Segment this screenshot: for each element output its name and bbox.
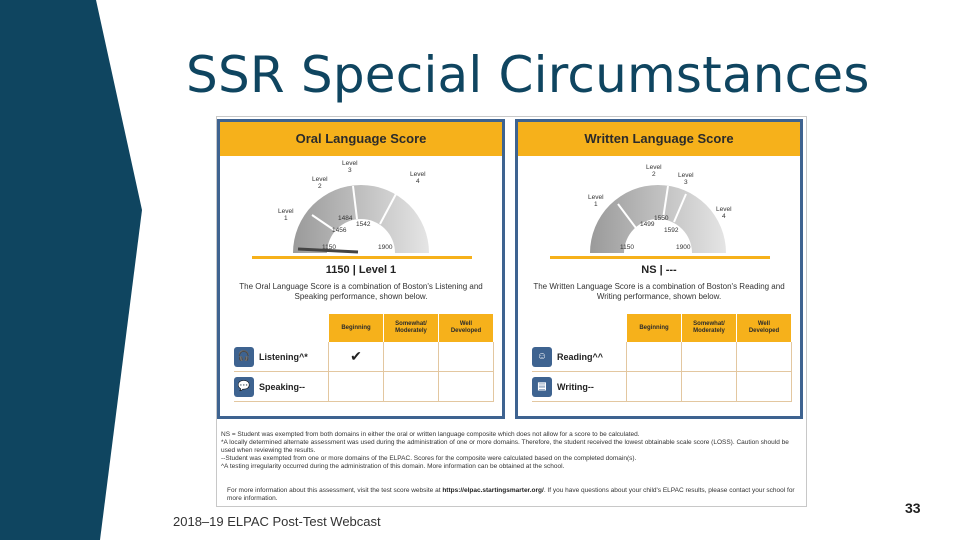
col-somewhat: Somewhat/ Moderately [682, 314, 737, 342]
written-tick: 1499 [640, 221, 655, 228]
row-label: Reading^^ [557, 351, 604, 362]
written-gauge: Level 1 Level 2 Level 3 Level 4 1550 149… [518, 158, 800, 258]
written-language-panel: Written Language Score Level 1 Level 2 L… [515, 119, 803, 419]
written-score-value: NS [641, 264, 657, 276]
col-well-developed: Well Developed [737, 314, 792, 342]
written-level-3-label: Level 3 [678, 172, 694, 186]
col-beginning: Beginning [329, 314, 384, 342]
grid-cell [439, 372, 494, 401]
grid-cell [384, 372, 439, 401]
grid-cell [737, 372, 792, 401]
oral-score-level: Level 1 [358, 264, 397, 276]
written-gauge-arc [590, 185, 726, 253]
oral-domain-grid: Beginning Somewhat/ Moderately Well Deve… [234, 314, 494, 402]
oral-tick-min: 1150 [322, 244, 336, 251]
written-level-1-label: Level 1 [588, 194, 604, 208]
table-row: ▤ Writing-- [532, 372, 792, 402]
grid-cell [384, 342, 439, 371]
row-label: Speaking-- [259, 381, 306, 392]
grid-cell [627, 342, 682, 371]
oral-tick-max: 1900 [378, 244, 393, 251]
reader-icon: ☺ [532, 346, 552, 367]
score-separator: | [659, 264, 663, 276]
written-level-4-label: Level 4 [716, 206, 732, 220]
grid-cell [682, 372, 737, 401]
oral-tick: 1542 [356, 221, 371, 228]
oral-score: 1150 | Level 1 [220, 264, 502, 276]
oral-tick: 1484 [338, 215, 353, 222]
page-number: 33 [905, 500, 921, 516]
grid-cell [737, 342, 792, 371]
more-info-suffix: . If you have questions about your child… [227, 487, 795, 502]
table-row: ☺ Reading^^ [532, 342, 792, 372]
table-row: 🎧 Listening^* ✔ [234, 342, 494, 372]
written-tick-min: 1150 [620, 244, 634, 251]
grid-cell [439, 342, 494, 371]
col-somewhat: Somewhat/ Moderately [384, 314, 439, 342]
grid-cell [627, 372, 682, 401]
footnote: NS = Student was exempted from both doma… [221, 431, 640, 438]
oral-score-value: 1150 [325, 264, 350, 276]
oral-description: The Oral Language Score is a combination… [239, 282, 483, 301]
more-info-prefix: For more information about this assessme… [227, 487, 443, 494]
score-separator: | [352, 264, 356, 276]
table-row: 💬 Speaking-- [234, 372, 494, 402]
footnote: *A locally determined alternate assessme… [221, 439, 789, 454]
written-tick-max: 1900 [676, 244, 691, 251]
speech-bubble-icon: 💬 [234, 376, 254, 397]
slide-footer: 2018–19 ELPAC Post-Test Webcast [173, 514, 381, 529]
oral-tick: 1456 [332, 227, 347, 234]
score-report-image: Oral Language Score Level 1 Level 2 Leve… [216, 116, 807, 507]
written-panel-header: Written Language Score [518, 122, 800, 156]
grid-cell [682, 342, 737, 371]
oral-gauge: Level 1 Level 2 Level 3 Level 4 1484 154… [220, 158, 502, 258]
oral-gauge-arc [293, 185, 429, 254]
oral-panel-header: Oral Language Score [220, 122, 502, 156]
oral-language-panel: Oral Language Score Level 1 Level 2 Leve… [217, 119, 505, 419]
slide-title: SSR Special Circumstances [186, 46, 870, 104]
written-score-level: --- [665, 264, 677, 276]
test-score-website-link[interactable]: https://elpac.startingsmarter.org/ [442, 487, 544, 494]
oral-level-3-label: Level 3 [342, 160, 358, 174]
row-label: Writing-- [557, 381, 594, 392]
oral-level-1-label: Level 1 [278, 208, 294, 222]
oral-level-2-label: Level 2 [312, 176, 328, 190]
col-well-developed: Well Developed [439, 314, 494, 342]
oral-score-bar [252, 256, 472, 259]
footnote: ^A testing irregularity occurred during … [221, 463, 565, 470]
written-description: The Written Language Score is a combinat… [533, 282, 785, 301]
document-icon: ▤ [532, 376, 552, 397]
written-level-2-label: Level 2 [646, 164, 662, 178]
oral-level-4-label: Level 4 [410, 171, 426, 185]
written-score: NS | --- [518, 264, 800, 276]
written-score-bar [550, 256, 770, 259]
grid-cell [329, 372, 384, 401]
headphones-icon: 🎧 [234, 346, 254, 367]
written-tick: 1592 [664, 227, 679, 234]
check-icon: ✔ [329, 342, 384, 371]
row-label: Listening^* [259, 351, 308, 362]
written-tick: 1550 [654, 215, 669, 222]
more-info-text: For more information about this assessme… [227, 487, 797, 503]
footnotes: NS = Student was exempted from both doma… [221, 431, 801, 471]
footnote: --Student was exempted from one or more … [221, 455, 637, 462]
written-domain-grid: Beginning Somewhat/ Moderately Well Deve… [532, 314, 792, 402]
col-beginning: Beginning [627, 314, 682, 342]
decorative-side-band [0, 0, 142, 540]
